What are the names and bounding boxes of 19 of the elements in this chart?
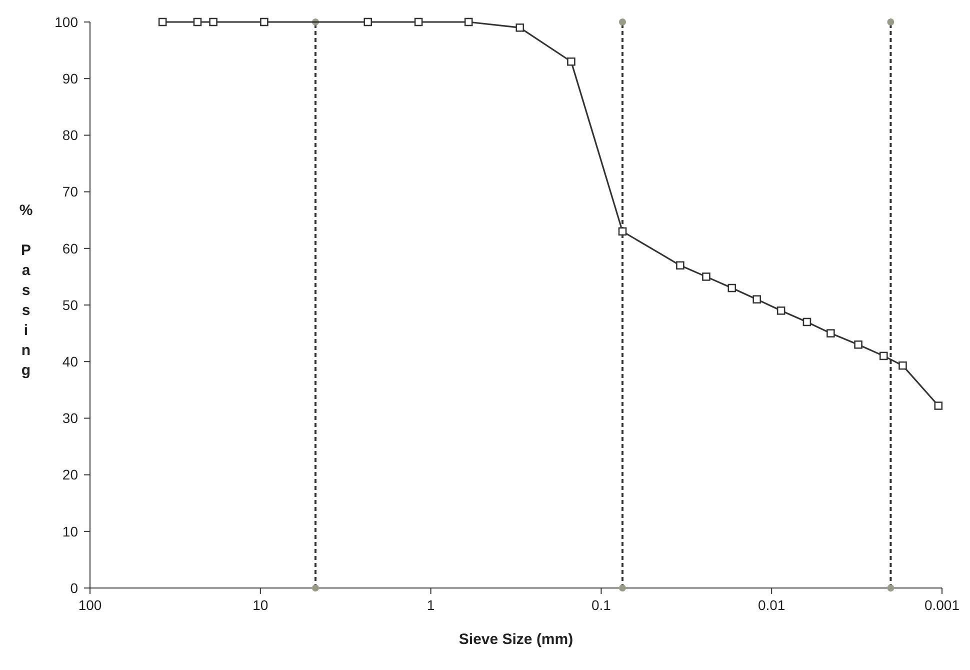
x-axis-title: Sieve Size (mm) (458, 631, 574, 648)
y-tick-label: 10 (62, 523, 78, 540)
y-tick-label: 90 (62, 70, 78, 86)
x-tick-label: 0.1 (591, 597, 612, 613)
y-tick-label: 80 (62, 127, 78, 144)
y-tick-label: 30 (62, 410, 78, 426)
text: % Passing (19, 202, 33, 379)
x-tick-label: 1 (426, 597, 435, 613)
x-tick-label: 0.01 (758, 597, 786, 613)
y-tick-label: 60 (62, 240, 78, 256)
y-tick-label: 70 (62, 184, 78, 200)
x-tick-label: 100 (78, 597, 102, 613)
y-tick-label: 50 (62, 296, 78, 313)
x-tick-label: 10 (252, 597, 268, 613)
y-tick-label: 100 (54, 14, 78, 30)
x-tick-label: 0.001 (924, 597, 960, 613)
y-tick-label: 0 (70, 580, 78, 596)
y-tick-label: 20 (62, 466, 78, 483)
y-tick-label: 40 (62, 354, 78, 370)
